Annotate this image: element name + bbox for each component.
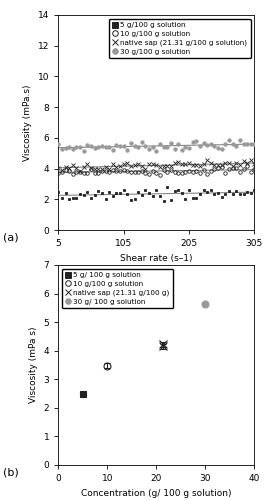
X-axis label: Concentration (g/ 100 g solution): Concentration (g/ 100 g solution) [81, 488, 232, 498]
Y-axis label: Viscosity (mPa.s): Viscosity (mPa.s) [23, 84, 32, 161]
Legend: 5 g/ 100 g solution, 10 g/100 g solution, native sap (21.31 g/100 g), 30 g/ 100 : 5 g/ 100 g solution, 10 g/100 g solution… [62, 268, 173, 308]
Y-axis label: Viscosity (mPa s): Viscosity (mPa s) [29, 327, 38, 403]
Text: (a): (a) [3, 232, 18, 242]
Legend: 5 g/100 g solution, 10 g/100 g solution, native sap (21.31 g/100 g solution), 30: 5 g/100 g solution, 10 g/100 g solution,… [109, 18, 251, 58]
Text: (b): (b) [3, 468, 18, 477]
X-axis label: Shear rate (s–1): Shear rate (s–1) [120, 254, 193, 262]
